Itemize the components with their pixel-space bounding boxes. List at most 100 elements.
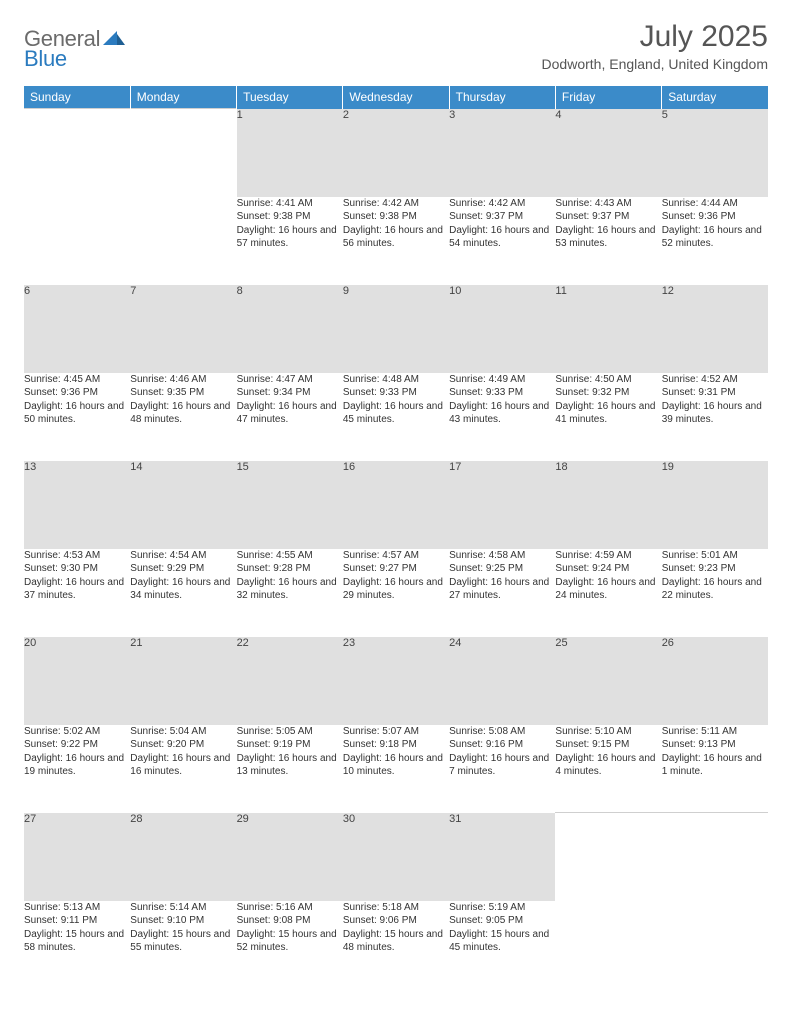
daylight-text: Daylight: 16 hours and 48 minutes.: [130, 400, 236, 427]
weekday-header: Monday: [130, 86, 236, 109]
day-content-cell: Sunrise: 5:18 AMSunset: 9:06 PMDaylight:…: [343, 901, 449, 989]
sunset-text: Sunset: 9:33 PM: [449, 386, 555, 400]
sunrise-text: Sunrise: 4:57 AM: [343, 549, 449, 563]
day-number-cell: 1: [237, 109, 343, 197]
brand-blue-wrap: Blue: [24, 46, 67, 72]
daylight-text: Daylight: 16 hours and 19 minutes.: [24, 752, 130, 779]
daylight-text: Daylight: 15 hours and 55 minutes.: [130, 928, 236, 955]
day-content-cell: Sunrise: 5:16 AMSunset: 9:08 PMDaylight:…: [237, 901, 343, 989]
sunrise-text: Sunrise: 5:05 AM: [237, 725, 343, 739]
sunrise-text: Sunrise: 4:42 AM: [343, 197, 449, 211]
sunrise-text: Sunrise: 5:16 AM: [237, 901, 343, 915]
day-number-cell: 30: [343, 813, 449, 901]
daylight-text: Daylight: 16 hours and 37 minutes.: [24, 576, 130, 603]
sunrise-text: Sunrise: 5:08 AM: [449, 725, 555, 739]
day-content-row: Sunrise: 5:13 AMSunset: 9:11 PMDaylight:…: [24, 901, 768, 989]
day-content-row: Sunrise: 4:41 AMSunset: 9:38 PMDaylight:…: [24, 197, 768, 285]
daylight-text: Daylight: 16 hours and 53 minutes.: [555, 224, 661, 251]
weekday-header: Saturday: [662, 86, 768, 109]
sunset-text: Sunset: 9:23 PM: [662, 562, 768, 576]
sunrise-text: Sunrise: 4:44 AM: [662, 197, 768, 211]
day-number-cell: 26: [662, 637, 768, 725]
day-number-cell: 28: [130, 813, 236, 901]
day-number-cell: 13: [24, 461, 130, 549]
sunrise-text: Sunrise: 4:54 AM: [130, 549, 236, 563]
weekday-header: Wednesday: [343, 86, 449, 109]
daylight-text: Daylight: 16 hours and 34 minutes.: [130, 576, 236, 603]
day-content-row: Sunrise: 5:02 AMSunset: 9:22 PMDaylight:…: [24, 725, 768, 813]
daylight-text: Daylight: 16 hours and 10 minutes.: [343, 752, 449, 779]
sunset-text: Sunset: 9:27 PM: [343, 562, 449, 576]
day-content-cell: Sunrise: 4:58 AMSunset: 9:25 PMDaylight:…: [449, 549, 555, 637]
daylight-text: Daylight: 16 hours and 7 minutes.: [449, 752, 555, 779]
day-content-cell: Sunrise: 4:53 AMSunset: 9:30 PMDaylight:…: [24, 549, 130, 637]
day-content-cell: Sunrise: 4:55 AMSunset: 9:28 PMDaylight:…: [237, 549, 343, 637]
sunset-text: Sunset: 9:30 PM: [24, 562, 130, 576]
weekday-header: Sunday: [24, 86, 130, 109]
day-number-row: 2728293031: [24, 813, 768, 901]
sunrise-text: Sunrise: 5:13 AM: [24, 901, 130, 915]
day-content-cell: [555, 901, 661, 989]
sunset-text: Sunset: 9:20 PM: [130, 738, 236, 752]
sunrise-text: Sunrise: 4:58 AM: [449, 549, 555, 563]
sunset-text: Sunset: 9:06 PM: [343, 914, 449, 928]
page-header: General July 2025 Dodworth, England, Uni…: [24, 20, 768, 72]
day-content-row: Sunrise: 4:45 AMSunset: 9:36 PMDaylight:…: [24, 373, 768, 461]
sunrise-text: Sunrise: 4:48 AM: [343, 373, 449, 387]
day-number-cell: 31: [449, 813, 555, 901]
brand-triangle-icon: [103, 29, 125, 45]
sunset-text: Sunset: 9:13 PM: [662, 738, 768, 752]
sunrise-text: Sunrise: 5:01 AM: [662, 549, 768, 563]
day-content-cell: Sunrise: 4:52 AMSunset: 9:31 PMDaylight:…: [662, 373, 768, 461]
day-number-cell: 5: [662, 109, 768, 197]
sunset-text: Sunset: 9:33 PM: [343, 386, 449, 400]
sunrise-text: Sunrise: 4:45 AM: [24, 373, 130, 387]
day-number-cell: [555, 813, 661, 901]
sunset-text: Sunset: 9:25 PM: [449, 562, 555, 576]
day-content-cell: Sunrise: 4:59 AMSunset: 9:24 PMDaylight:…: [555, 549, 661, 637]
day-content-cell: Sunrise: 5:01 AMSunset: 9:23 PMDaylight:…: [662, 549, 768, 637]
day-number-cell: [24, 109, 130, 197]
sunset-text: Sunset: 9:16 PM: [449, 738, 555, 752]
sunrise-text: Sunrise: 5:07 AM: [343, 725, 449, 739]
day-number-cell: 18: [555, 461, 661, 549]
daylight-text: Daylight: 15 hours and 52 minutes.: [237, 928, 343, 955]
daylight-text: Daylight: 16 hours and 1 minute.: [662, 752, 768, 779]
day-number-row: 20212223242526: [24, 637, 768, 725]
day-number-cell: 14: [130, 461, 236, 549]
day-content-cell: Sunrise: 5:10 AMSunset: 9:15 PMDaylight:…: [555, 725, 661, 813]
weekday-header: Friday: [555, 86, 661, 109]
day-content-cell: Sunrise: 5:19 AMSunset: 9:05 PMDaylight:…: [449, 901, 555, 989]
sunset-text: Sunset: 9:10 PM: [130, 914, 236, 928]
daylight-text: Daylight: 16 hours and 13 minutes.: [237, 752, 343, 779]
daylight-text: Daylight: 16 hours and 29 minutes.: [343, 576, 449, 603]
sunrise-text: Sunrise: 5:18 AM: [343, 901, 449, 915]
day-content-cell: Sunrise: 4:41 AMSunset: 9:38 PMDaylight:…: [237, 197, 343, 285]
calendar-page: General July 2025 Dodworth, England, Uni…: [0, 0, 792, 1009]
sunrise-text: Sunrise: 4:41 AM: [237, 197, 343, 211]
sunrise-text: Sunrise: 4:53 AM: [24, 549, 130, 563]
day-number-cell: 22: [237, 637, 343, 725]
day-number-cell: 11: [555, 285, 661, 373]
day-content-cell: Sunrise: 5:08 AMSunset: 9:16 PMDaylight:…: [449, 725, 555, 813]
day-content-cell: [24, 197, 130, 285]
daylight-text: Daylight: 16 hours and 50 minutes.: [24, 400, 130, 427]
weekday-row: SundayMondayTuesdayWednesdayThursdayFrid…: [24, 86, 768, 109]
day-number-cell: 2: [343, 109, 449, 197]
sunrise-text: Sunrise: 5:11 AM: [662, 725, 768, 739]
day-number-cell: 21: [130, 637, 236, 725]
day-content-cell: Sunrise: 5:07 AMSunset: 9:18 PMDaylight:…: [343, 725, 449, 813]
sunset-text: Sunset: 9:19 PM: [237, 738, 343, 752]
day-number-cell: 27: [24, 813, 130, 901]
calendar-table: SundayMondayTuesdayWednesdayThursdayFrid…: [24, 86, 768, 989]
sunrise-text: Sunrise: 5:14 AM: [130, 901, 236, 915]
daylight-text: Daylight: 16 hours and 16 minutes.: [130, 752, 236, 779]
day-number-cell: 9: [343, 285, 449, 373]
sunset-text: Sunset: 9:32 PM: [555, 386, 661, 400]
day-number-cell: 3: [449, 109, 555, 197]
title-block: July 2025 Dodworth, England, United King…: [542, 20, 768, 72]
sunrise-text: Sunrise: 4:43 AM: [555, 197, 661, 211]
daylight-text: Daylight: 15 hours and 45 minutes.: [449, 928, 555, 955]
day-content-cell: Sunrise: 4:46 AMSunset: 9:35 PMDaylight:…: [130, 373, 236, 461]
brand-text-blue: Blue: [24, 46, 67, 71]
